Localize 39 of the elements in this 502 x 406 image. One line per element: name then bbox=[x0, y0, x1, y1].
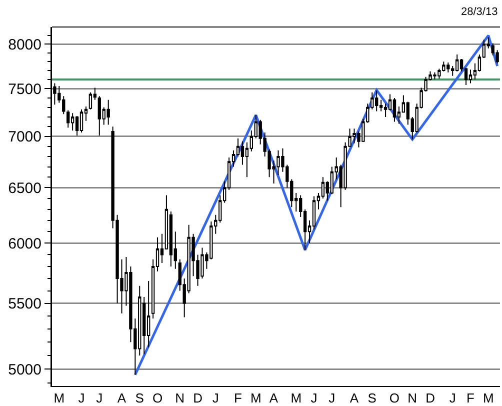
y-tick-label: 6000 bbox=[8, 235, 42, 252]
x-tick-label: N bbox=[175, 390, 185, 406]
x-tick-label: O bbox=[389, 390, 400, 406]
x-tick-label: A bbox=[117, 390, 126, 406]
y-tick-label: 5000 bbox=[8, 361, 42, 378]
x-tick-label: O bbox=[152, 390, 163, 406]
x-tick-label: F bbox=[234, 390, 242, 406]
x-tick-label: D bbox=[426, 390, 435, 406]
candlestick bbox=[455, 54, 459, 72]
x-tick-label: J bbox=[328, 390, 336, 406]
x-tick-label: S bbox=[135, 390, 144, 406]
y-tick-label: 7000 bbox=[8, 128, 42, 146]
line-series bbox=[134, 34, 499, 376]
x-tick-label: J bbox=[449, 390, 456, 406]
x-tick-label: J bbox=[310, 390, 318, 406]
candlestick bbox=[70, 112, 74, 132]
y-tick-label: 6500 bbox=[8, 180, 42, 197]
x-tick-label: A bbox=[350, 390, 359, 406]
x-tick-label: M bbox=[250, 390, 262, 406]
x-tick-label: J bbox=[78, 390, 85, 406]
x-tick-label: S bbox=[368, 390, 377, 406]
x-tick-label: A bbox=[269, 390, 278, 406]
x-tick-label: J bbox=[212, 390, 219, 406]
x-tick-label: M bbox=[482, 390, 494, 406]
x-tick-label: F bbox=[466, 390, 475, 406]
x-tick-label: N bbox=[408, 390, 418, 406]
text: 28/3/13 bbox=[461, 6, 498, 18]
y-tick-label: 5500 bbox=[8, 296, 42, 313]
candlestick bbox=[106, 99, 110, 126]
x-tick-label: J bbox=[96, 390, 103, 406]
candlestick bbox=[88, 92, 92, 110]
x-tick-label: M bbox=[54, 390, 65, 406]
candlestick bbox=[80, 108, 84, 134]
candlestick bbox=[66, 110, 70, 128]
candlestick bbox=[392, 98, 396, 122]
y-tick-label: 8000 bbox=[8, 36, 42, 54]
x-tick-label: M bbox=[290, 390, 302, 406]
y-tick-label: 7500 bbox=[8, 80, 42, 98]
x-tick-label: D bbox=[193, 390, 202, 406]
